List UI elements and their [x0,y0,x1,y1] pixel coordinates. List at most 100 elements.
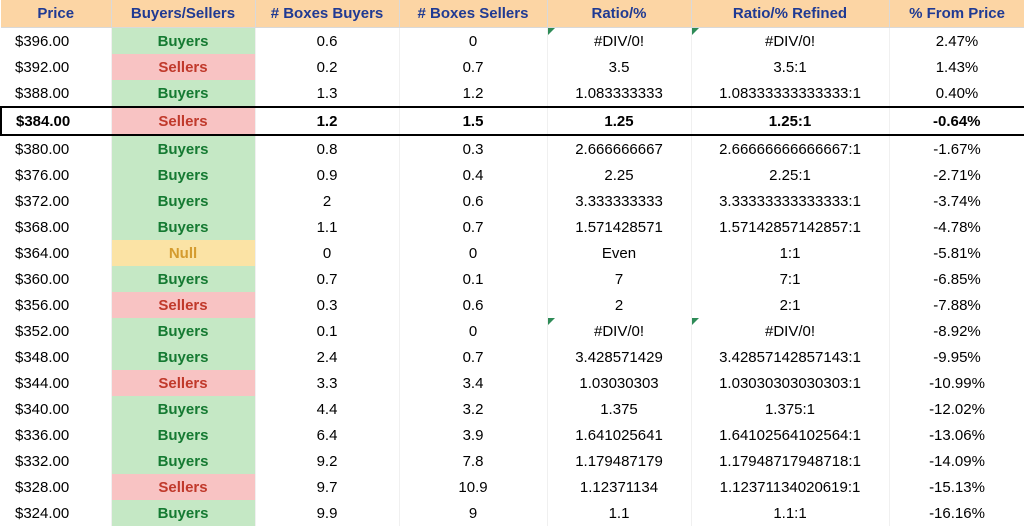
cell-ratio-refined: 3.5:1 [691,54,889,80]
table-row: $344.00Sellers3.33.41.030303031.03030303… [1,370,1024,396]
cell-boxes-buyers: 1.2 [255,107,399,135]
cell-from-price: -15.13% [889,474,1024,500]
table-row: $356.00Sellers0.30.622:1-7.88% [1,292,1024,318]
cell-price: $344.00 [1,370,111,396]
cell-boxes-sellers: 0 [399,28,547,55]
cell-buyers-sellers: Buyers [111,500,255,526]
cell-boxes-buyers: 1.3 [255,80,399,107]
cell-ratio: 3.333333333 [547,188,691,214]
cell-boxes-sellers: 0.6 [399,188,547,214]
cell-boxes-buyers: 4.4 [255,396,399,422]
cell-from-price: -14.09% [889,448,1024,474]
cell-boxes-buyers: 0.7 [255,266,399,292]
cell-boxes-sellers: 0.6 [399,292,547,318]
cell-price: $376.00 [1,162,111,188]
cell-ratio-refined: 1.375:1 [691,396,889,422]
cell-ratio-refined: 2.25:1 [691,162,889,188]
cell-buyers-sellers: Sellers [111,107,255,135]
cell-boxes-sellers: 0.7 [399,214,547,240]
cell-from-price: 1.43% [889,54,1024,80]
table-row: $372.00Buyers20.63.3333333333.3333333333… [1,188,1024,214]
cell-price: $328.00 [1,474,111,500]
cell-from-price: -0.64% [889,107,1024,135]
cell-boxes-sellers: 3.9 [399,422,547,448]
cell-ratio-refined: 1.64102564102564:1 [691,422,889,448]
cell-from-price: -3.74% [889,188,1024,214]
cell-boxes-buyers: 2.4 [255,344,399,370]
cell-from-price: -5.81% [889,240,1024,266]
cell-buyers-sellers: Buyers [111,422,255,448]
cell-buyers-sellers: Buyers [111,344,255,370]
cell-ratio-refined: 2:1 [691,292,889,318]
cell-ratio: 1.083333333 [547,80,691,107]
cell-ratio: 1.375 [547,396,691,422]
table-row: $360.00Buyers0.70.177:1-6.85% [1,266,1024,292]
cell-buyers-sellers: Sellers [111,54,255,80]
header-ratio-refined: Ratio/% Refined [691,0,889,28]
cell-boxes-buyers: 1.1 [255,214,399,240]
cell-boxes-buyers: 9.7 [255,474,399,500]
header-ratio: Ratio/% [547,0,691,28]
cell-buyers-sellers: Sellers [111,474,255,500]
cell-ratio-refined: 7:1 [691,266,889,292]
cell-ratio-refined: 3.42857142857143:1 [691,344,889,370]
table-row: $336.00Buyers6.43.91.6410256411.64102564… [1,422,1024,448]
cell-buyers-sellers: Buyers [111,214,255,240]
cell-boxes-sellers: 10.9 [399,474,547,500]
cell-from-price: -1.67% [889,135,1024,162]
cell-from-price: -4.78% [889,214,1024,240]
cell-price: $352.00 [1,318,111,344]
cell-price: $356.00 [1,292,111,318]
table-row: $392.00Sellers0.20.73.53.5:11.43% [1,54,1024,80]
cell-buyers-sellers: Buyers [111,188,255,214]
cell-from-price: -2.71% [889,162,1024,188]
table-row: $328.00Sellers9.710.91.123711341.1237113… [1,474,1024,500]
cell-ratio: 1.12371134 [547,474,691,500]
cell-boxes-buyers: 2 [255,188,399,214]
cell-boxes-sellers: 1.5 [399,107,547,135]
cell-boxes-buyers: 9.2 [255,448,399,474]
cell-boxes-buyers: 0.6 [255,28,399,55]
cell-from-price: -9.95% [889,344,1024,370]
cell-price: $336.00 [1,422,111,448]
cell-boxes-sellers: 0.7 [399,344,547,370]
cell-boxes-buyers: 6.4 [255,422,399,448]
cell-from-price: 2.47% [889,28,1024,55]
header-boxes-buyers: # Boxes Buyers [255,0,399,28]
table-row: $388.00Buyers1.31.21.0833333331.08333333… [1,80,1024,107]
cell-buyers-sellers: Buyers [111,396,255,422]
cell-ratio: 2 [547,292,691,318]
cell-ratio: #DIV/0! [547,318,691,344]
cell-from-price: -12.02% [889,396,1024,422]
cell-from-price: 0.40% [889,80,1024,107]
cell-boxes-sellers: 0.7 [399,54,547,80]
cell-buyers-sellers: Buyers [111,28,255,55]
cell-boxes-buyers: 9.9 [255,500,399,526]
table-row: $364.00Null00Even1:1-5.81% [1,240,1024,266]
cell-from-price: -10.99% [889,370,1024,396]
table-row: $340.00Buyers4.43.21.3751.375:1-12.02% [1,396,1024,422]
table-row: $332.00Buyers9.27.81.1794871791.17948717… [1,448,1024,474]
cell-buyers-sellers: Sellers [111,370,255,396]
cell-price: $392.00 [1,54,111,80]
cell-boxes-buyers: 0.1 [255,318,399,344]
cell-buyers-sellers: Buyers [111,162,255,188]
cell-ratio: 3.428571429 [547,344,691,370]
cell-boxes-sellers: 0.3 [399,135,547,162]
cell-boxes-sellers: 0 [399,318,547,344]
cell-ratio-refined: 3.33333333333333:1 [691,188,889,214]
cell-buyers-sellers: Sellers [111,292,255,318]
header-boxes-sellers: # Boxes Sellers [399,0,547,28]
table-row: $384.00Sellers1.21.51.251.25:1-0.64% [1,107,1024,135]
cell-price: $332.00 [1,448,111,474]
cell-boxes-sellers: 7.8 [399,448,547,474]
cell-boxes-buyers: 0.3 [255,292,399,318]
cell-ratio-refined: 1:1 [691,240,889,266]
cell-boxes-sellers: 0 [399,240,547,266]
table-row: $380.00Buyers0.80.32.6666666672.66666666… [1,135,1024,162]
cell-boxes-sellers: 1.2 [399,80,547,107]
cell-price: $360.00 [1,266,111,292]
cell-boxes-sellers: 3.2 [399,396,547,422]
cell-boxes-sellers: 0.1 [399,266,547,292]
cell-ratio-refined: 1.08333333333333:1 [691,80,889,107]
